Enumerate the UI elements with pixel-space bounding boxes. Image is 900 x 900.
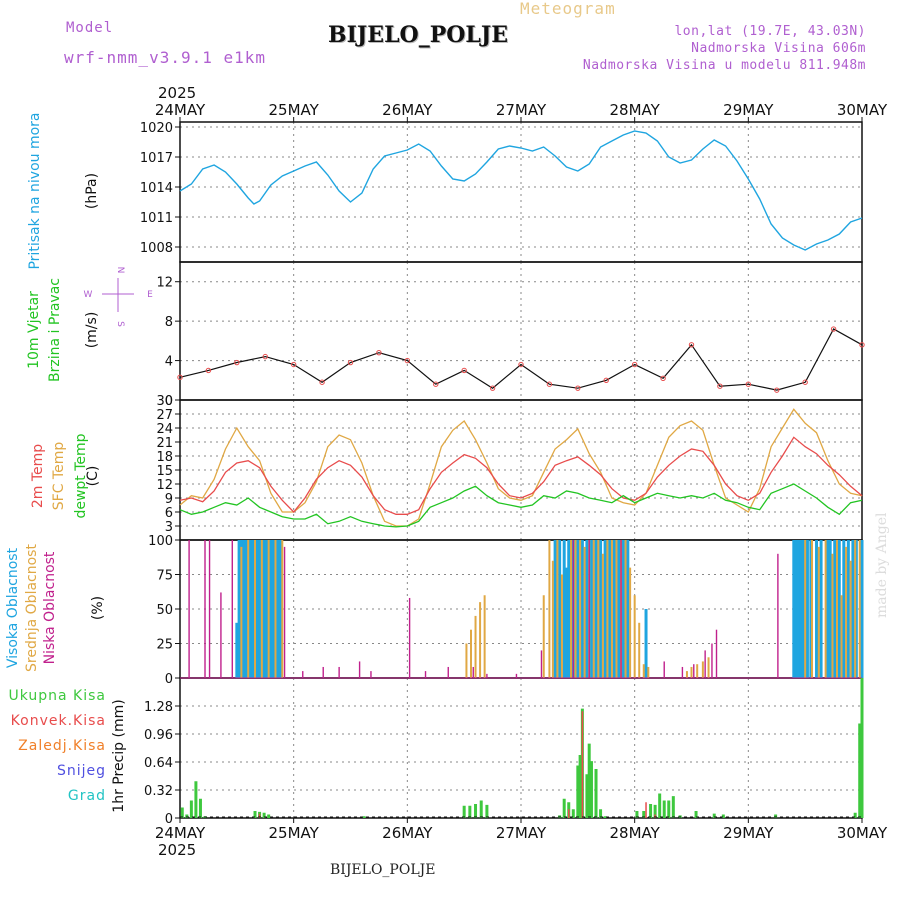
y-tick-label: 12	[156, 478, 173, 493]
wind-speed-marker	[177, 374, 183, 381]
x-tick-label-bottom: 28MAY	[610, 824, 661, 842]
y-tick-label: 0	[165, 672, 173, 687]
y-tick-label: 27	[156, 408, 173, 423]
wind-speed-marker	[859, 342, 865, 348]
wind-speed-marker	[774, 387, 780, 393]
wind-speed-marker	[745, 381, 752, 387]
y-tick-label: 9	[165, 492, 173, 507]
y-tick-label: 4	[165, 355, 173, 370]
wind-speed-marker	[631, 361, 638, 368]
wind-speed-marker	[603, 377, 609, 383]
y-tick-label: 18	[156, 450, 173, 465]
wind-speed-marker	[376, 349, 382, 356]
y-tick-label: 1011	[140, 211, 173, 226]
x-tick-label-top: 24MAY	[155, 101, 206, 119]
elevation-info: Nadmorska Visina 606m	[691, 41, 866, 56]
hail-label: Grad	[67, 788, 106, 804]
wind-speed-marker	[319, 379, 325, 385]
snow-label: Snijeg	[56, 763, 106, 779]
y-tick-label: 0.96	[144, 728, 173, 743]
y-tick-label: 15	[156, 464, 173, 479]
wind-speed-marker	[518, 361, 524, 368]
panel-frame	[179, 677, 863, 819]
year-label-bottom: 2025	[158, 841, 196, 859]
wind-speed-marker	[660, 375, 666, 382]
wind-speed-marker	[802, 379, 808, 385]
wind-speed-marker	[575, 385, 581, 391]
x-tick-label-bottom: 24MAY	[155, 824, 206, 842]
y-tick-label: 30	[156, 394, 173, 409]
model-name: wrf-nmm_v3.9.1 e1km	[64, 48, 267, 67]
wind-speed-marker	[830, 326, 837, 332]
y-tick-label: 50	[156, 603, 173, 618]
y-tick-label: 1017	[140, 151, 173, 166]
dewpoint-line	[179, 483, 863, 528]
wind-speed-marker	[717, 383, 723, 389]
wind-speed-marker	[489, 385, 496, 391]
x-tick-label-top: 26MAY	[382, 101, 433, 119]
wind-speed-marker	[404, 357, 411, 364]
lonlat-info: lon,lat (19.7E, 43.03N)	[674, 24, 866, 39]
station-title: BIJELO_POLJE	[328, 22, 509, 48]
compass-s: S	[115, 321, 125, 327]
y-tick-label: 3	[165, 520, 173, 535]
y-tick-label: 1014	[140, 181, 173, 196]
y-tick-label: 21	[156, 436, 173, 451]
wind-speed-marker	[546, 381, 553, 387]
temp2m-line	[179, 436, 863, 515]
panel-frame	[179, 261, 863, 401]
x-tick-label-bottom: 29MAY	[723, 824, 774, 842]
y-tick-label: 0.32	[144, 784, 173, 799]
y-tick-label: 24	[156, 422, 173, 437]
model-label: Model	[66, 20, 114, 36]
x-tick-label-bottom: 30MAY	[837, 824, 888, 842]
conv-precip-label: Konvek.Kisa	[10, 713, 106, 729]
x-tick-label-bottom: 27MAY	[496, 824, 547, 842]
wind-speed-marker	[433, 381, 439, 387]
freezing-precip-label: Zaledj.Kisa	[18, 738, 106, 754]
compass-w: W	[84, 290, 93, 300]
y-tick-label: 75	[156, 569, 173, 584]
x-tick-label-top: 27MAY	[496, 101, 547, 119]
y-tick-label: 25	[156, 638, 173, 653]
y-tick-label: 1020	[140, 121, 173, 136]
compass-rose-icon: N W E S	[84, 267, 154, 328]
wind-speed-line	[179, 328, 863, 391]
compass-e: E	[147, 290, 153, 300]
y-tick-label: 8	[165, 315, 173, 330]
y-tick-label: 0	[165, 394, 173, 409]
wind-speed-marker	[347, 359, 354, 366]
total-precip-label: Ukupna Kisa	[8, 688, 106, 704]
y-tick-label: 6	[165, 506, 173, 521]
y-tick-label: 1008	[140, 241, 173, 256]
x-tick-label-top: 30MAY	[837, 101, 888, 119]
pressure-line	[179, 130, 863, 251]
wind-speed-marker	[688, 342, 695, 348]
y-tick-label: 12	[156, 276, 173, 291]
wind-speed-marker	[205, 367, 212, 374]
panel-frame	[179, 121, 863, 263]
compass-n: N	[115, 267, 125, 274]
x-tick-label-bottom: 26MAY	[382, 824, 433, 842]
x-tick-label-top: 29MAY	[723, 101, 774, 119]
y-tick-label: 1.28	[144, 700, 173, 715]
y-tick-label: 0.64	[144, 756, 173, 771]
x-tick-label-top: 28MAY	[610, 101, 661, 119]
year-label-top: 2025	[158, 84, 196, 102]
model-elevation-info: Nadmorska Visina u modelu 811.948m	[582, 58, 866, 73]
y-tick-label: 0	[165, 812, 173, 827]
wind-speed-marker	[290, 361, 297, 368]
x-tick-label-bottom: 25MAY	[269, 824, 320, 842]
x-tick-label-top: 25MAY	[269, 101, 320, 119]
meteogram-label: Meteogram	[520, 0, 616, 18]
wind-speed-marker	[461, 367, 467, 374]
wind-speed-marker	[262, 353, 268, 360]
y-tick-label: 100	[148, 534, 173, 549]
wind-speed-marker	[234, 359, 240, 366]
footer-station: BIJELO_POLJE	[330, 862, 436, 878]
